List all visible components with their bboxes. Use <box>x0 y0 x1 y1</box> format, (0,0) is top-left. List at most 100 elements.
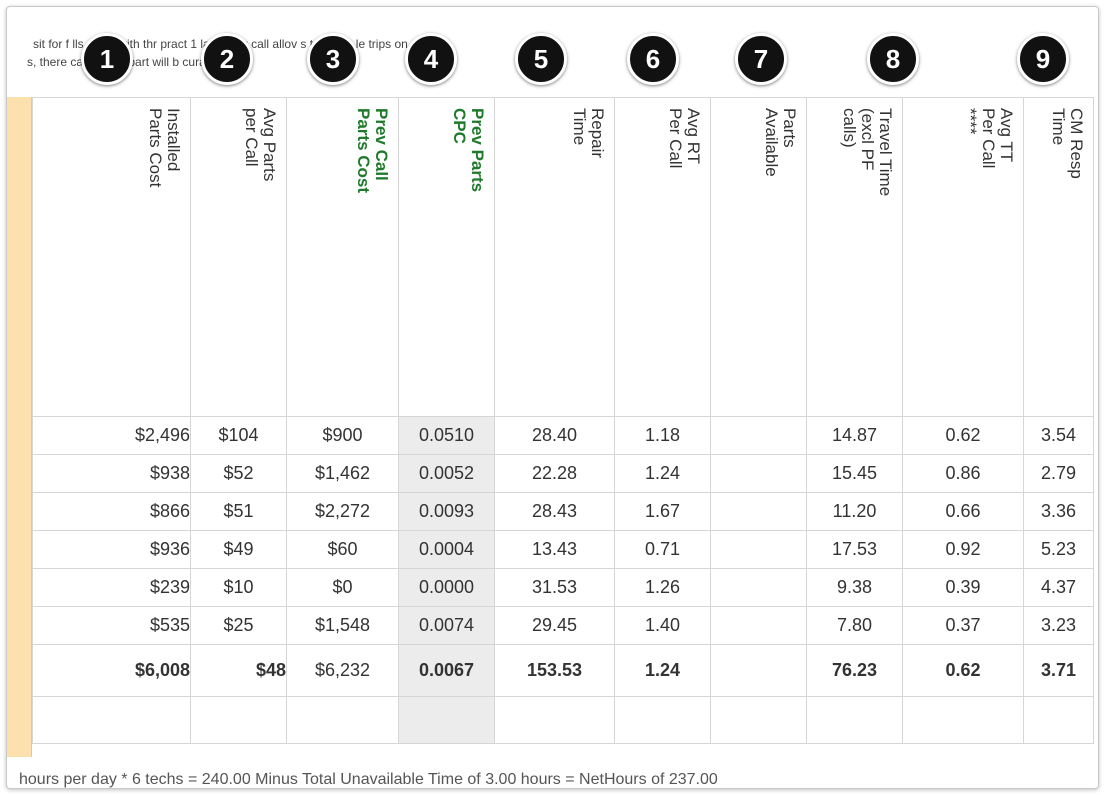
table-cell[interactable]: 0.66 <box>902 492 1024 531</box>
table-cell[interactable]: $49 <box>190 530 287 569</box>
header-prev-call-parts-cost[interactable]: Prev Call Parts Cost <box>286 97 399 417</box>
table-cell[interactable]: $936 <box>32 530 191 569</box>
empty-cell[interactable] <box>902 696 1024 744</box>
table-cell[interactable]: 1.67 <box>614 492 711 531</box>
callout-badge-1: 1 <box>81 33 133 85</box>
callout-badge-7: 7 <box>735 33 787 85</box>
total-cell[interactable]: 153.53 <box>494 644 615 697</box>
total-cell[interactable]: $6,232 <box>286 644 399 697</box>
total-cell[interactable]: 1.24 <box>614 644 711 697</box>
table-cell[interactable]: 0.0093 <box>398 492 495 531</box>
table-cell[interactable]: 0.0004 <box>398 530 495 569</box>
callout-badge-3: 3 <box>307 33 359 85</box>
table-cell[interactable]: 1.26 <box>614 568 711 607</box>
table-cell[interactable]: 1.40 <box>614 606 711 645</box>
table-cell[interactable]: $866 <box>32 492 191 531</box>
table-cell[interactable]: 29.45 <box>494 606 615 645</box>
table-cell[interactable]: 5.23 <box>1023 530 1094 569</box>
table-cell[interactable]: $938 <box>32 454 191 493</box>
table-cell[interactable]: 3.36 <box>1023 492 1094 531</box>
table-cell[interactable]: $239 <box>32 568 191 607</box>
callout-badge-6: 6 <box>627 33 679 85</box>
table-cell[interactable]: $1,462 <box>286 454 399 493</box>
empty-cell[interactable] <box>494 696 615 744</box>
table-cell[interactable]: $52 <box>190 454 287 493</box>
table-cell[interactable]: 3.54 <box>1023 416 1094 455</box>
table-cell[interactable]: 22.28 <box>494 454 615 493</box>
empty-cell[interactable] <box>806 696 903 744</box>
empty-cell[interactable] <box>1023 696 1094 744</box>
table-cell[interactable]: 0.0052 <box>398 454 495 493</box>
table-cell[interactable]: 11.20 <box>806 492 903 531</box>
table-row: $535 $25 $1,548 0.0074 29.45 1.40 7.80 0.37 3.23 <box>32 606 1094 645</box>
table-cell[interactable]: 17.53 <box>806 530 903 569</box>
spreadsheet-grid: Installed Parts Cost Avg Parts per Call … <box>32 97 1094 744</box>
total-cell[interactable]: 0.62 <box>902 644 1024 697</box>
table-cell[interactable]: 0.0000 <box>398 568 495 607</box>
table-cell[interactable] <box>710 530 807 569</box>
table-cell[interactable]: 0.62 <box>902 416 1024 455</box>
table-cell[interactable]: $60 <box>286 530 399 569</box>
callout-badge-9: 9 <box>1017 33 1069 85</box>
table-cell[interactable]: $900 <box>286 416 399 455</box>
totals-row: $6,008 $48 $6,232 0.0067 153.53 1.24 76.… <box>32 644 1094 697</box>
table-cell[interactable]: 9.38 <box>806 568 903 607</box>
table-cell[interactable]: 7.80 <box>806 606 903 645</box>
table-cell[interactable]: 13.43 <box>494 530 615 569</box>
table-cell[interactable]: 0.86 <box>902 454 1024 493</box>
table-cell[interactable]: 4.37 <box>1023 568 1094 607</box>
table-cell[interactable] <box>710 606 807 645</box>
table-cell[interactable]: 0.92 <box>902 530 1024 569</box>
table-cell[interactable]: 28.43 <box>494 492 615 531</box>
callout-badge-4: 4 <box>405 33 457 85</box>
empty-cell[interactable] <box>398 696 495 744</box>
table-cell[interactable]: $535 <box>32 606 191 645</box>
empty-cell[interactable] <box>710 696 807 744</box>
table-cell[interactable]: 14.87 <box>806 416 903 455</box>
total-cell[interactable]: 76.23 <box>806 644 903 697</box>
table-cell[interactable]: 2.79 <box>1023 454 1094 493</box>
table-cell[interactable]: 1.24 <box>614 454 711 493</box>
table-cell[interactable]: 15.45 <box>806 454 903 493</box>
table-cell[interactable]: $10 <box>190 568 287 607</box>
header-cm-resp-time[interactable]: CM Resp Time <box>1023 97 1094 417</box>
table-cell[interactable]: 1.18 <box>614 416 711 455</box>
table-cell[interactable]: $0 <box>286 568 399 607</box>
table-cell[interactable] <box>710 416 807 455</box>
header-installed-parts-cost[interactable]: Installed Parts Cost <box>32 97 191 417</box>
table-cell[interactable]: 0.0074 <box>398 606 495 645</box>
empty-cell[interactable] <box>190 696 287 744</box>
total-cell[interactable]: $6,008 <box>32 644 191 697</box>
total-cell[interactable]: 0.0067 <box>398 644 495 697</box>
table-cell[interactable]: $2,496 <box>32 416 191 455</box>
table-cell[interactable]: 0.37 <box>902 606 1024 645</box>
table-cell[interactable]: $104 <box>190 416 287 455</box>
empty-cell[interactable] <box>286 696 399 744</box>
table-cell[interactable] <box>710 454 807 493</box>
header-avg-parts-per-call[interactable]: Avg Parts per Call <box>190 97 287 417</box>
table-cell[interactable]: $51 <box>190 492 287 531</box>
total-cell[interactable] <box>710 644 807 697</box>
header-travel-time[interactable]: Travel Time (excl PF calls) <box>806 97 903 417</box>
total-cell[interactable]: 3.71 <box>1023 644 1094 697</box>
table-cell[interactable]: 0.39 <box>902 568 1024 607</box>
callout-badge-5: 5 <box>515 33 567 85</box>
table-cell[interactable]: $1,548 <box>286 606 399 645</box>
table-cell[interactable]: $2,272 <box>286 492 399 531</box>
table-cell[interactable] <box>710 568 807 607</box>
total-cell[interactable]: $48 <box>190 644 287 697</box>
table-cell[interactable]: $25 <box>190 606 287 645</box>
table-cell[interactable]: 0.0510 <box>398 416 495 455</box>
header-parts-available[interactable]: Parts Available <box>710 97 807 417</box>
header-avg-rt-per-call[interactable]: Avg RT Per Call <box>614 97 711 417</box>
table-cell[interactable]: 28.40 <box>494 416 615 455</box>
empty-cell[interactable] <box>614 696 711 744</box>
header-avg-tt-per-call[interactable]: Avg TT Per Call **** <box>902 97 1024 417</box>
table-cell[interactable]: 3.23 <box>1023 606 1094 645</box>
table-cell[interactable]: 0.71 <box>614 530 711 569</box>
empty-cell[interactable] <box>32 696 191 744</box>
header-repair-time[interactable]: Repair Time <box>494 97 615 417</box>
table-cell[interactable]: 31.53 <box>494 568 615 607</box>
table-cell[interactable] <box>710 492 807 531</box>
header-prev-parts-cpc[interactable]: Prev Parts CPC <box>398 97 495 417</box>
